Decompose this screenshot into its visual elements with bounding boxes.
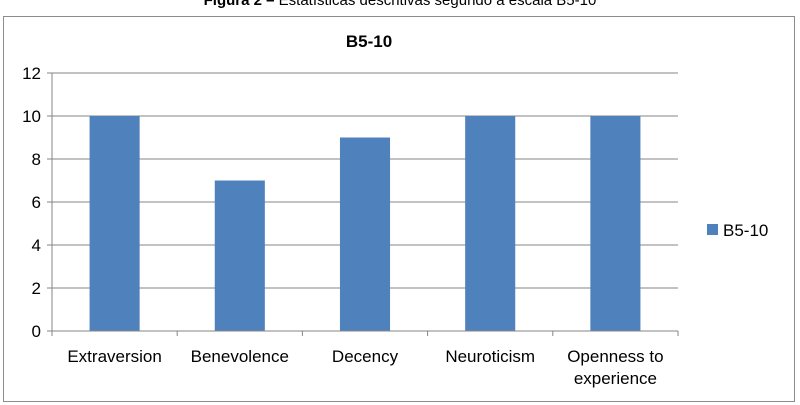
y-tick-label: 0 [32,322,41,341]
figure-caption-label: Figura 2 – [203,0,275,9]
bar [339,137,391,331]
y-tick-label: 2 [32,279,41,298]
legend-label: B5-10 [723,221,768,240]
x-tick-label: Extraversion [67,347,161,366]
y-tick-label: 12 [22,64,41,83]
x-axis: Extraversion Benevolence Decency Neuroticis… [51,330,679,388]
x-tick-label: Decency [332,347,399,366]
figure-caption: Figura 2 – Estatísticas descritivas segu… [0,0,800,10]
bar [89,116,140,331]
legend: B5-10 [707,221,768,240]
bar [465,116,516,331]
legend-swatch [707,224,718,235]
bars [89,116,641,331]
chart-title: B5-10 [346,32,392,51]
x-tick-label: Neuroticism [445,347,535,366]
y-tick-label: 6 [32,193,41,212]
x-tick-label: Benevolence [191,347,289,366]
bar [590,116,641,331]
bar [214,180,265,331]
figure-caption-text: Estatísticas descritivas segundo a escal… [274,0,597,9]
y-tick-label: 10 [22,107,41,126]
y-axis: 0 2 4 6 8 10 12 [22,64,53,341]
y-tick-label: 4 [32,236,41,255]
x-tick-label: experience [574,369,657,388]
x-tick-label: Openness to [567,347,663,366]
y-tick-label: 8 [32,150,41,169]
